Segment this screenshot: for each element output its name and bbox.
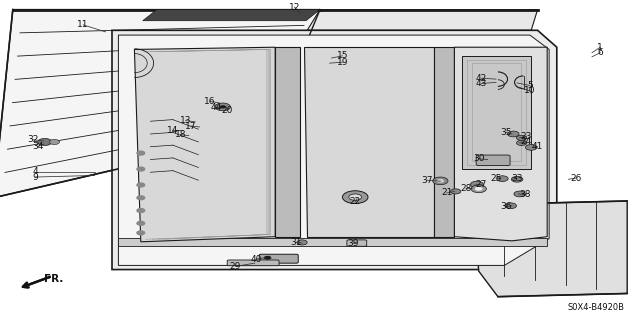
Text: 35: 35 bbox=[500, 128, 511, 137]
Circle shape bbox=[137, 196, 145, 200]
Text: 13: 13 bbox=[180, 116, 191, 125]
Text: 34: 34 bbox=[33, 142, 44, 151]
Text: 39: 39 bbox=[348, 239, 359, 248]
Polygon shape bbox=[118, 238, 547, 246]
Circle shape bbox=[38, 138, 52, 145]
Circle shape bbox=[451, 189, 461, 194]
Circle shape bbox=[471, 185, 486, 193]
Text: 26: 26 bbox=[570, 174, 582, 182]
Text: 31: 31 bbox=[290, 238, 301, 247]
Text: 4: 4 bbox=[33, 167, 38, 176]
Text: 41: 41 bbox=[532, 142, 543, 151]
Circle shape bbox=[49, 139, 60, 145]
Polygon shape bbox=[134, 47, 275, 242]
Circle shape bbox=[342, 191, 368, 204]
Circle shape bbox=[215, 103, 230, 111]
Circle shape bbox=[525, 145, 537, 150]
Text: 12: 12 bbox=[289, 3, 300, 11]
Circle shape bbox=[516, 140, 527, 145]
Text: 44: 44 bbox=[211, 103, 222, 112]
Circle shape bbox=[137, 151, 145, 155]
Circle shape bbox=[264, 256, 271, 260]
Circle shape bbox=[220, 105, 226, 108]
Text: S0X4-B4920B: S0X4-B4920B bbox=[567, 303, 624, 312]
Text: 11: 11 bbox=[77, 20, 89, 29]
Text: 22: 22 bbox=[349, 197, 361, 206]
Text: 32: 32 bbox=[28, 135, 39, 144]
Polygon shape bbox=[118, 35, 549, 265]
Polygon shape bbox=[474, 201, 627, 297]
Text: 9: 9 bbox=[33, 173, 38, 182]
Circle shape bbox=[137, 183, 145, 187]
Circle shape bbox=[137, 231, 145, 235]
FancyBboxPatch shape bbox=[227, 260, 279, 266]
Text: 19: 19 bbox=[337, 58, 348, 67]
Circle shape bbox=[436, 179, 444, 183]
Text: 10: 10 bbox=[524, 86, 536, 95]
Text: 23: 23 bbox=[520, 132, 532, 141]
Text: 40: 40 bbox=[250, 255, 262, 263]
Text: 33: 33 bbox=[511, 174, 523, 182]
Text: 18: 18 bbox=[175, 130, 186, 139]
Text: 42: 42 bbox=[476, 74, 487, 83]
Circle shape bbox=[508, 131, 519, 137]
Text: 16: 16 bbox=[204, 97, 216, 106]
Circle shape bbox=[433, 177, 448, 185]
Text: 25: 25 bbox=[490, 174, 502, 182]
Text: 38: 38 bbox=[519, 190, 531, 199]
Polygon shape bbox=[434, 47, 454, 237]
Text: 21: 21 bbox=[441, 189, 452, 197]
Text: 24: 24 bbox=[520, 137, 532, 146]
Text: 15: 15 bbox=[337, 51, 348, 60]
Polygon shape bbox=[0, 10, 320, 198]
Text: 14: 14 bbox=[167, 126, 179, 135]
Text: 20: 20 bbox=[221, 106, 233, 115]
Circle shape bbox=[297, 240, 307, 245]
Circle shape bbox=[497, 176, 508, 182]
Circle shape bbox=[475, 187, 483, 191]
Circle shape bbox=[514, 191, 525, 197]
Text: 6: 6 bbox=[598, 48, 603, 57]
Circle shape bbox=[137, 167, 145, 171]
Text: 28: 28 bbox=[460, 184, 472, 193]
Polygon shape bbox=[454, 47, 547, 241]
Circle shape bbox=[470, 181, 483, 188]
FancyBboxPatch shape bbox=[476, 155, 510, 166]
Circle shape bbox=[349, 194, 362, 200]
Text: 29: 29 bbox=[230, 262, 241, 271]
Polygon shape bbox=[112, 30, 557, 270]
Text: FR.: FR. bbox=[44, 274, 63, 284]
Polygon shape bbox=[304, 47, 434, 237]
Text: 37: 37 bbox=[422, 176, 433, 185]
Circle shape bbox=[516, 135, 527, 140]
Polygon shape bbox=[462, 56, 531, 169]
FancyBboxPatch shape bbox=[259, 254, 298, 263]
Polygon shape bbox=[143, 10, 320, 21]
FancyBboxPatch shape bbox=[347, 240, 367, 246]
Text: 30: 30 bbox=[473, 154, 484, 163]
FancyArrowPatch shape bbox=[22, 277, 50, 287]
Text: 36: 36 bbox=[500, 202, 511, 211]
Text: 17: 17 bbox=[185, 122, 196, 130]
Text: 5: 5 bbox=[527, 81, 532, 90]
Polygon shape bbox=[307, 10, 538, 30]
Circle shape bbox=[137, 209, 145, 212]
Text: 1: 1 bbox=[598, 43, 603, 52]
Polygon shape bbox=[275, 47, 300, 237]
Circle shape bbox=[505, 203, 516, 209]
Text: 27: 27 bbox=[476, 180, 487, 189]
Circle shape bbox=[137, 221, 145, 225]
Text: 43: 43 bbox=[476, 79, 487, 88]
Circle shape bbox=[511, 176, 523, 182]
